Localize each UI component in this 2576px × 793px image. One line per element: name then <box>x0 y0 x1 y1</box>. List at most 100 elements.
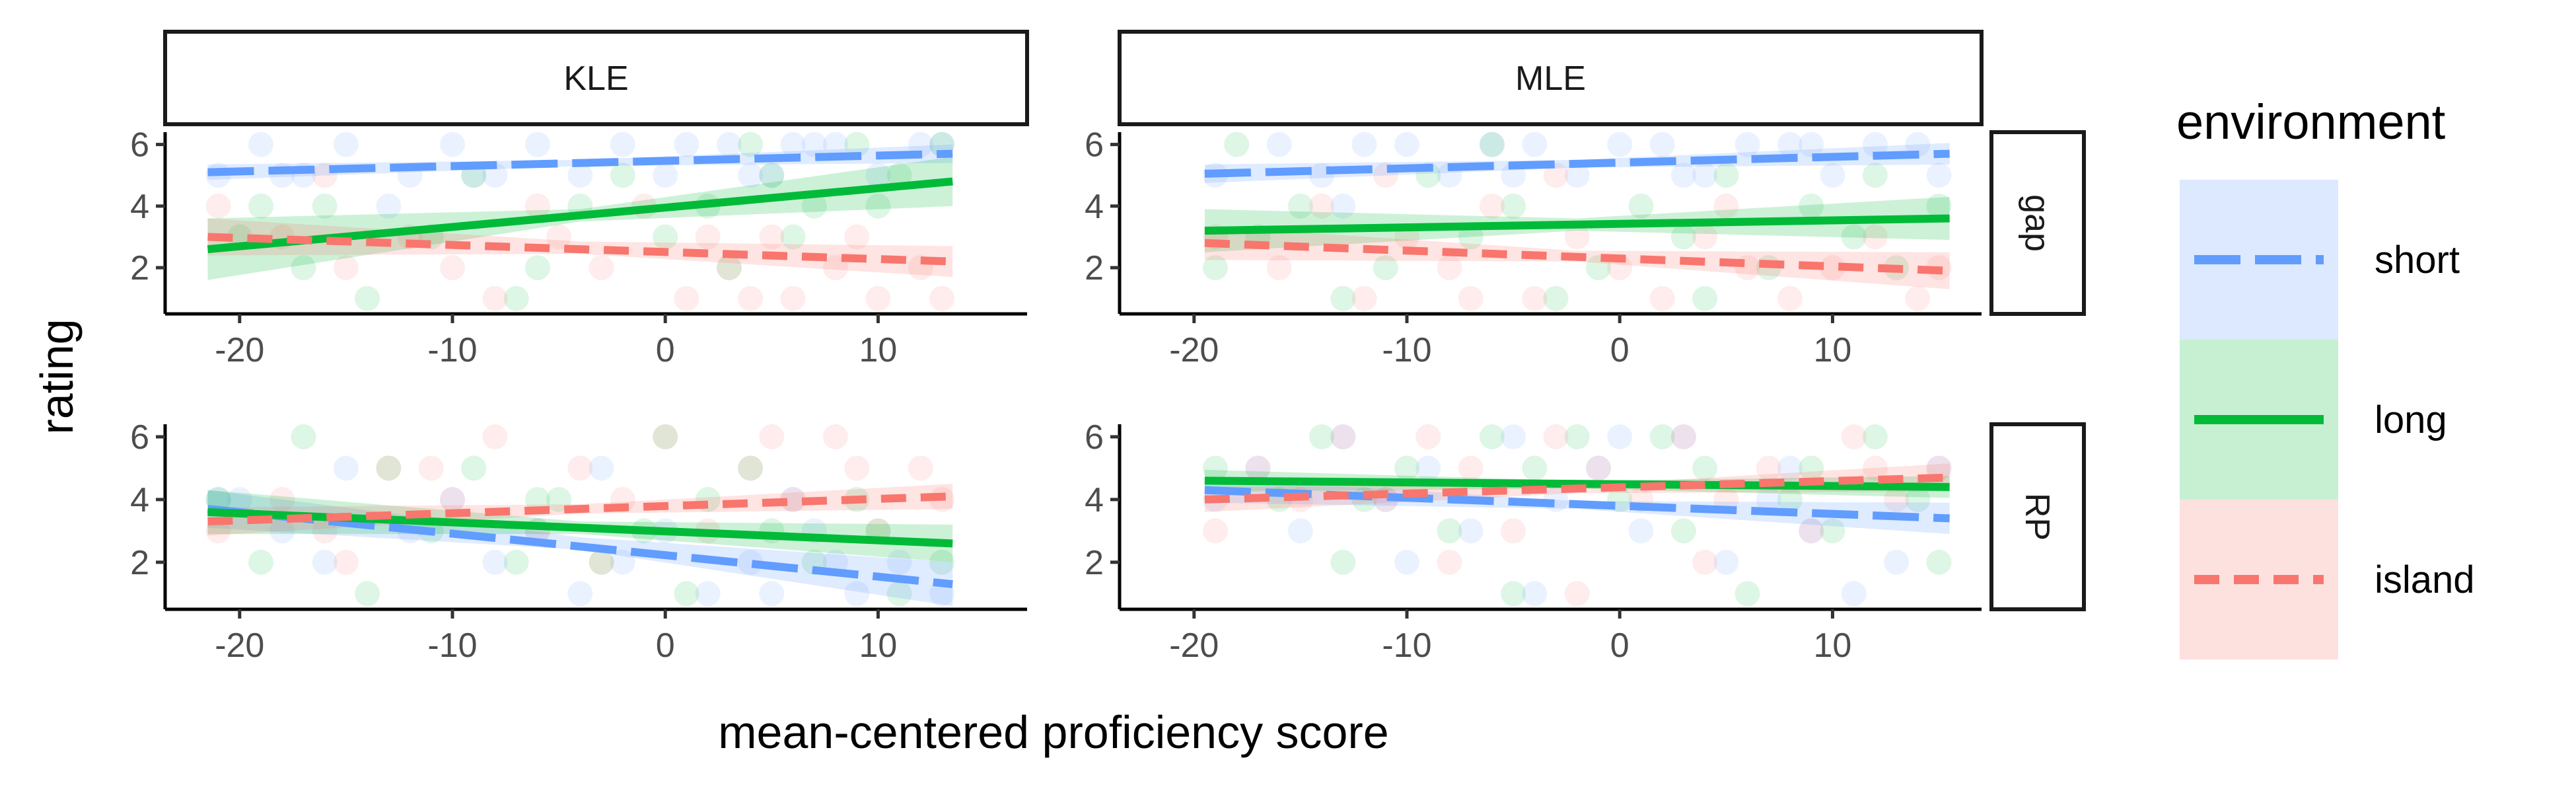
data-point-short <box>1841 581 1867 607</box>
x-tick-label: 10 <box>1814 331 1852 369</box>
data-point-long <box>503 549 529 575</box>
strip-label: gap <box>2018 194 2056 252</box>
data-point-short <box>1415 455 1441 481</box>
strip-box <box>1989 422 2086 611</box>
data-point-island <box>1713 193 1739 219</box>
data-point-short <box>1649 132 1675 157</box>
data-point-long <box>1926 193 1952 219</box>
data-point-island <box>823 424 848 449</box>
y-tick-label: 4 <box>130 188 149 226</box>
data-point-long <box>1437 518 1462 544</box>
data-point-short <box>333 455 359 481</box>
strip-mle: MLE <box>1118 30 1984 126</box>
y-axis-title: rating <box>31 319 83 434</box>
data-point-island <box>1692 549 1718 575</box>
data-point-short <box>1266 132 1292 157</box>
data-point-island <box>674 285 699 311</box>
data-point-island <box>1479 193 1505 219</box>
data-point-island <box>524 193 550 219</box>
data-point-long <box>1394 455 1419 481</box>
strip-box <box>1989 130 2086 316</box>
data-point-long <box>524 255 550 281</box>
data-point-short <box>1351 132 1377 157</box>
legend-title: environment <box>2176 94 2446 149</box>
data-point-short <box>1820 163 1845 188</box>
data-point-long <box>355 285 380 311</box>
data-point-short <box>1926 163 1952 188</box>
data-point-short <box>823 132 848 157</box>
x-tick-label: 10 <box>1814 626 1852 665</box>
data-point-short <box>610 549 635 575</box>
data-point-long <box>1799 193 1824 219</box>
data-point-island <box>1266 255 1292 281</box>
data-point-island <box>780 285 806 311</box>
data-point-island <box>589 549 614 575</box>
data-point-short <box>1670 163 1696 188</box>
y-tick-label: 4 <box>130 481 149 519</box>
data-point-long <box>1287 193 1313 219</box>
data-point-short <box>610 132 635 157</box>
data-point-island <box>482 424 508 449</box>
data-point-short <box>844 581 870 607</box>
data-point-long <box>886 163 912 188</box>
data-point-island <box>1309 193 1335 219</box>
data-point-long <box>844 132 870 157</box>
data-point-island <box>738 455 764 481</box>
data-point-long <box>291 255 316 281</box>
data-point-short <box>1501 424 1526 449</box>
data-point-short <box>376 193 402 219</box>
data-point-island <box>1415 424 1441 449</box>
trend-line-short <box>207 505 953 589</box>
data-point-island <box>440 255 465 281</box>
data-point-short <box>759 581 785 607</box>
y-tick-label: 4 <box>1085 481 1104 519</box>
x-tick-label: 0 <box>1610 331 1629 369</box>
data-point-long <box>1309 424 1335 449</box>
data-point-short <box>1777 132 1803 157</box>
data-point-short <box>738 549 764 575</box>
data-point-short <box>1628 518 1654 544</box>
strip-box <box>163 30 1029 126</box>
data-point-long <box>865 193 891 219</box>
strip-box <box>1118 30 1984 126</box>
legend-item-island: island <box>2180 500 2475 660</box>
data-point-island <box>1905 285 1931 311</box>
data-point-long <box>1777 486 1803 512</box>
data-point-short <box>589 455 614 481</box>
data-point-island <box>1437 255 1462 281</box>
data-point-short <box>716 132 742 157</box>
data-point-long <box>653 424 678 449</box>
x-tick-label: 0 <box>1610 626 1629 665</box>
strip-rp: RP <box>1989 422 2086 611</box>
data-point-long <box>355 581 380 607</box>
y-tick-label: 6 <box>130 418 149 457</box>
data-point-island <box>759 424 785 449</box>
trend-line-island <box>1204 473 1950 504</box>
data-point-short <box>248 132 273 157</box>
data-point-short <box>333 132 359 157</box>
x-tick-label: 0 <box>656 331 675 369</box>
data-point-island <box>1458 285 1484 311</box>
data-point-short <box>567 581 593 607</box>
data-point-island <box>1564 581 1590 607</box>
data-point-short <box>1394 549 1419 575</box>
trend-line-short <box>207 149 953 176</box>
data-point-island <box>1564 224 1590 250</box>
data-point-short <box>1862 132 1888 157</box>
data-point-short <box>1564 163 1590 188</box>
panel-mle-gap: 2 4 6 -20 -10 0 10 <box>1085 126 1982 369</box>
data-point-island <box>844 224 870 250</box>
data-point-island <box>1756 455 1781 481</box>
data-point-long <box>1692 455 1718 481</box>
data-point-long <box>312 193 338 219</box>
x-tick-label: -10 <box>427 331 477 369</box>
data-point-island <box>1586 455 1611 481</box>
strip-label: MLE <box>1515 59 1586 98</box>
data-point-short <box>1394 132 1419 157</box>
data-point-island <box>1458 455 1484 481</box>
data-point-long <box>801 193 827 219</box>
data-point-island <box>1543 163 1569 188</box>
data-point-island <box>929 285 955 311</box>
strip-label: RP <box>2018 493 2056 541</box>
data-point-long <box>1203 455 1228 481</box>
